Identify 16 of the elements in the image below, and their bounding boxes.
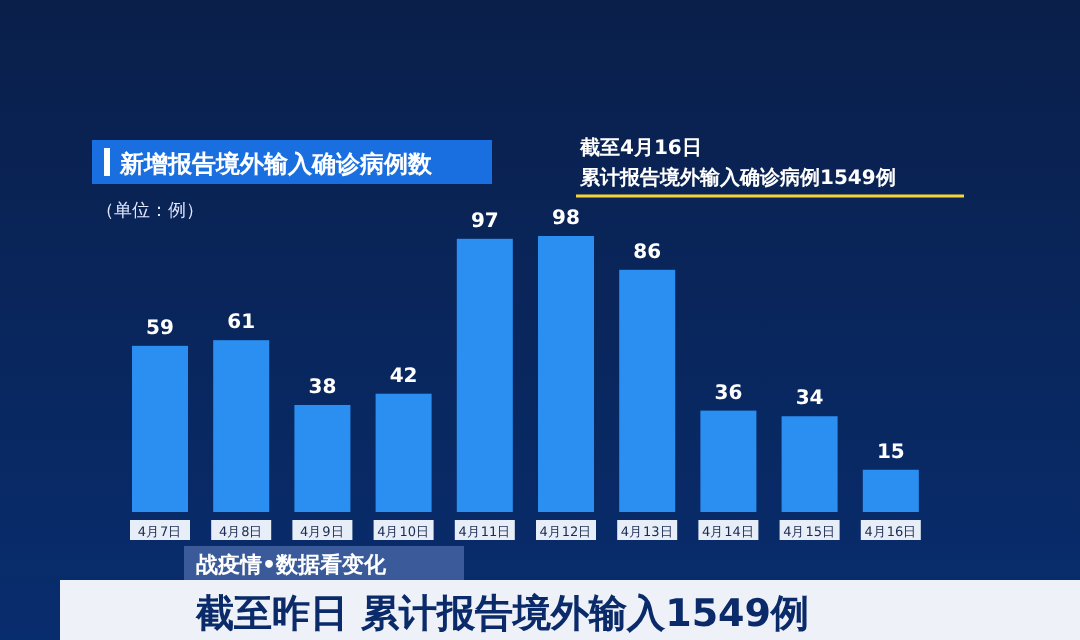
text: 截至4月16日 — [578, 136, 702, 160]
text: 累计报告境外输入确诊病例1549例 — [578, 166, 896, 190]
data-label: 61 — [227, 312, 256, 335]
text: （单位：例） — [96, 200, 204, 222]
data-label: 98 — [552, 208, 580, 230]
data-label: 86 — [633, 241, 662, 264]
data-label: 34 — [795, 388, 824, 411]
data-label: 59 — [146, 317, 174, 340]
data-label: 36 — [714, 382, 743, 405]
chart-title: 新增报告境外输入确诊病例数 — [118, 150, 434, 178]
data-label: 42 — [389, 365, 418, 388]
data-label: 38 — [308, 376, 337, 399]
text: 战疫情•数据看变化 — [196, 552, 389, 578]
data-label: 15 — [876, 441, 905, 464]
data-label: 97 — [470, 210, 499, 233]
text: 截至昨日 累计报告境外输入1549例 — [194, 592, 809, 636]
